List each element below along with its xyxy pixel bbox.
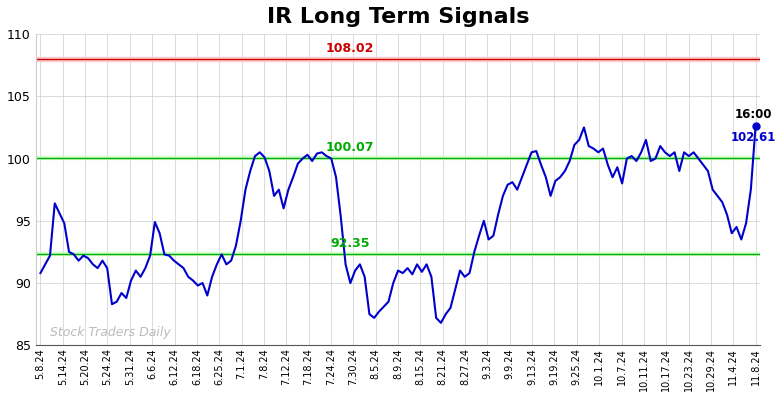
Text: 102.61: 102.61 (731, 131, 776, 144)
Bar (36, 57, 760, 60)
Text: 16:00: 16:00 (735, 108, 772, 121)
Text: 108.02: 108.02 (326, 42, 374, 55)
Text: Stock Traders Daily: Stock Traders Daily (50, 326, 171, 339)
Bar (36, 156, 760, 159)
Bar (36, 252, 760, 255)
Text: 100.07: 100.07 (326, 141, 374, 154)
Text: 92.35: 92.35 (330, 237, 370, 250)
Title: IR Long Term Signals: IR Long Term Signals (267, 7, 529, 27)
